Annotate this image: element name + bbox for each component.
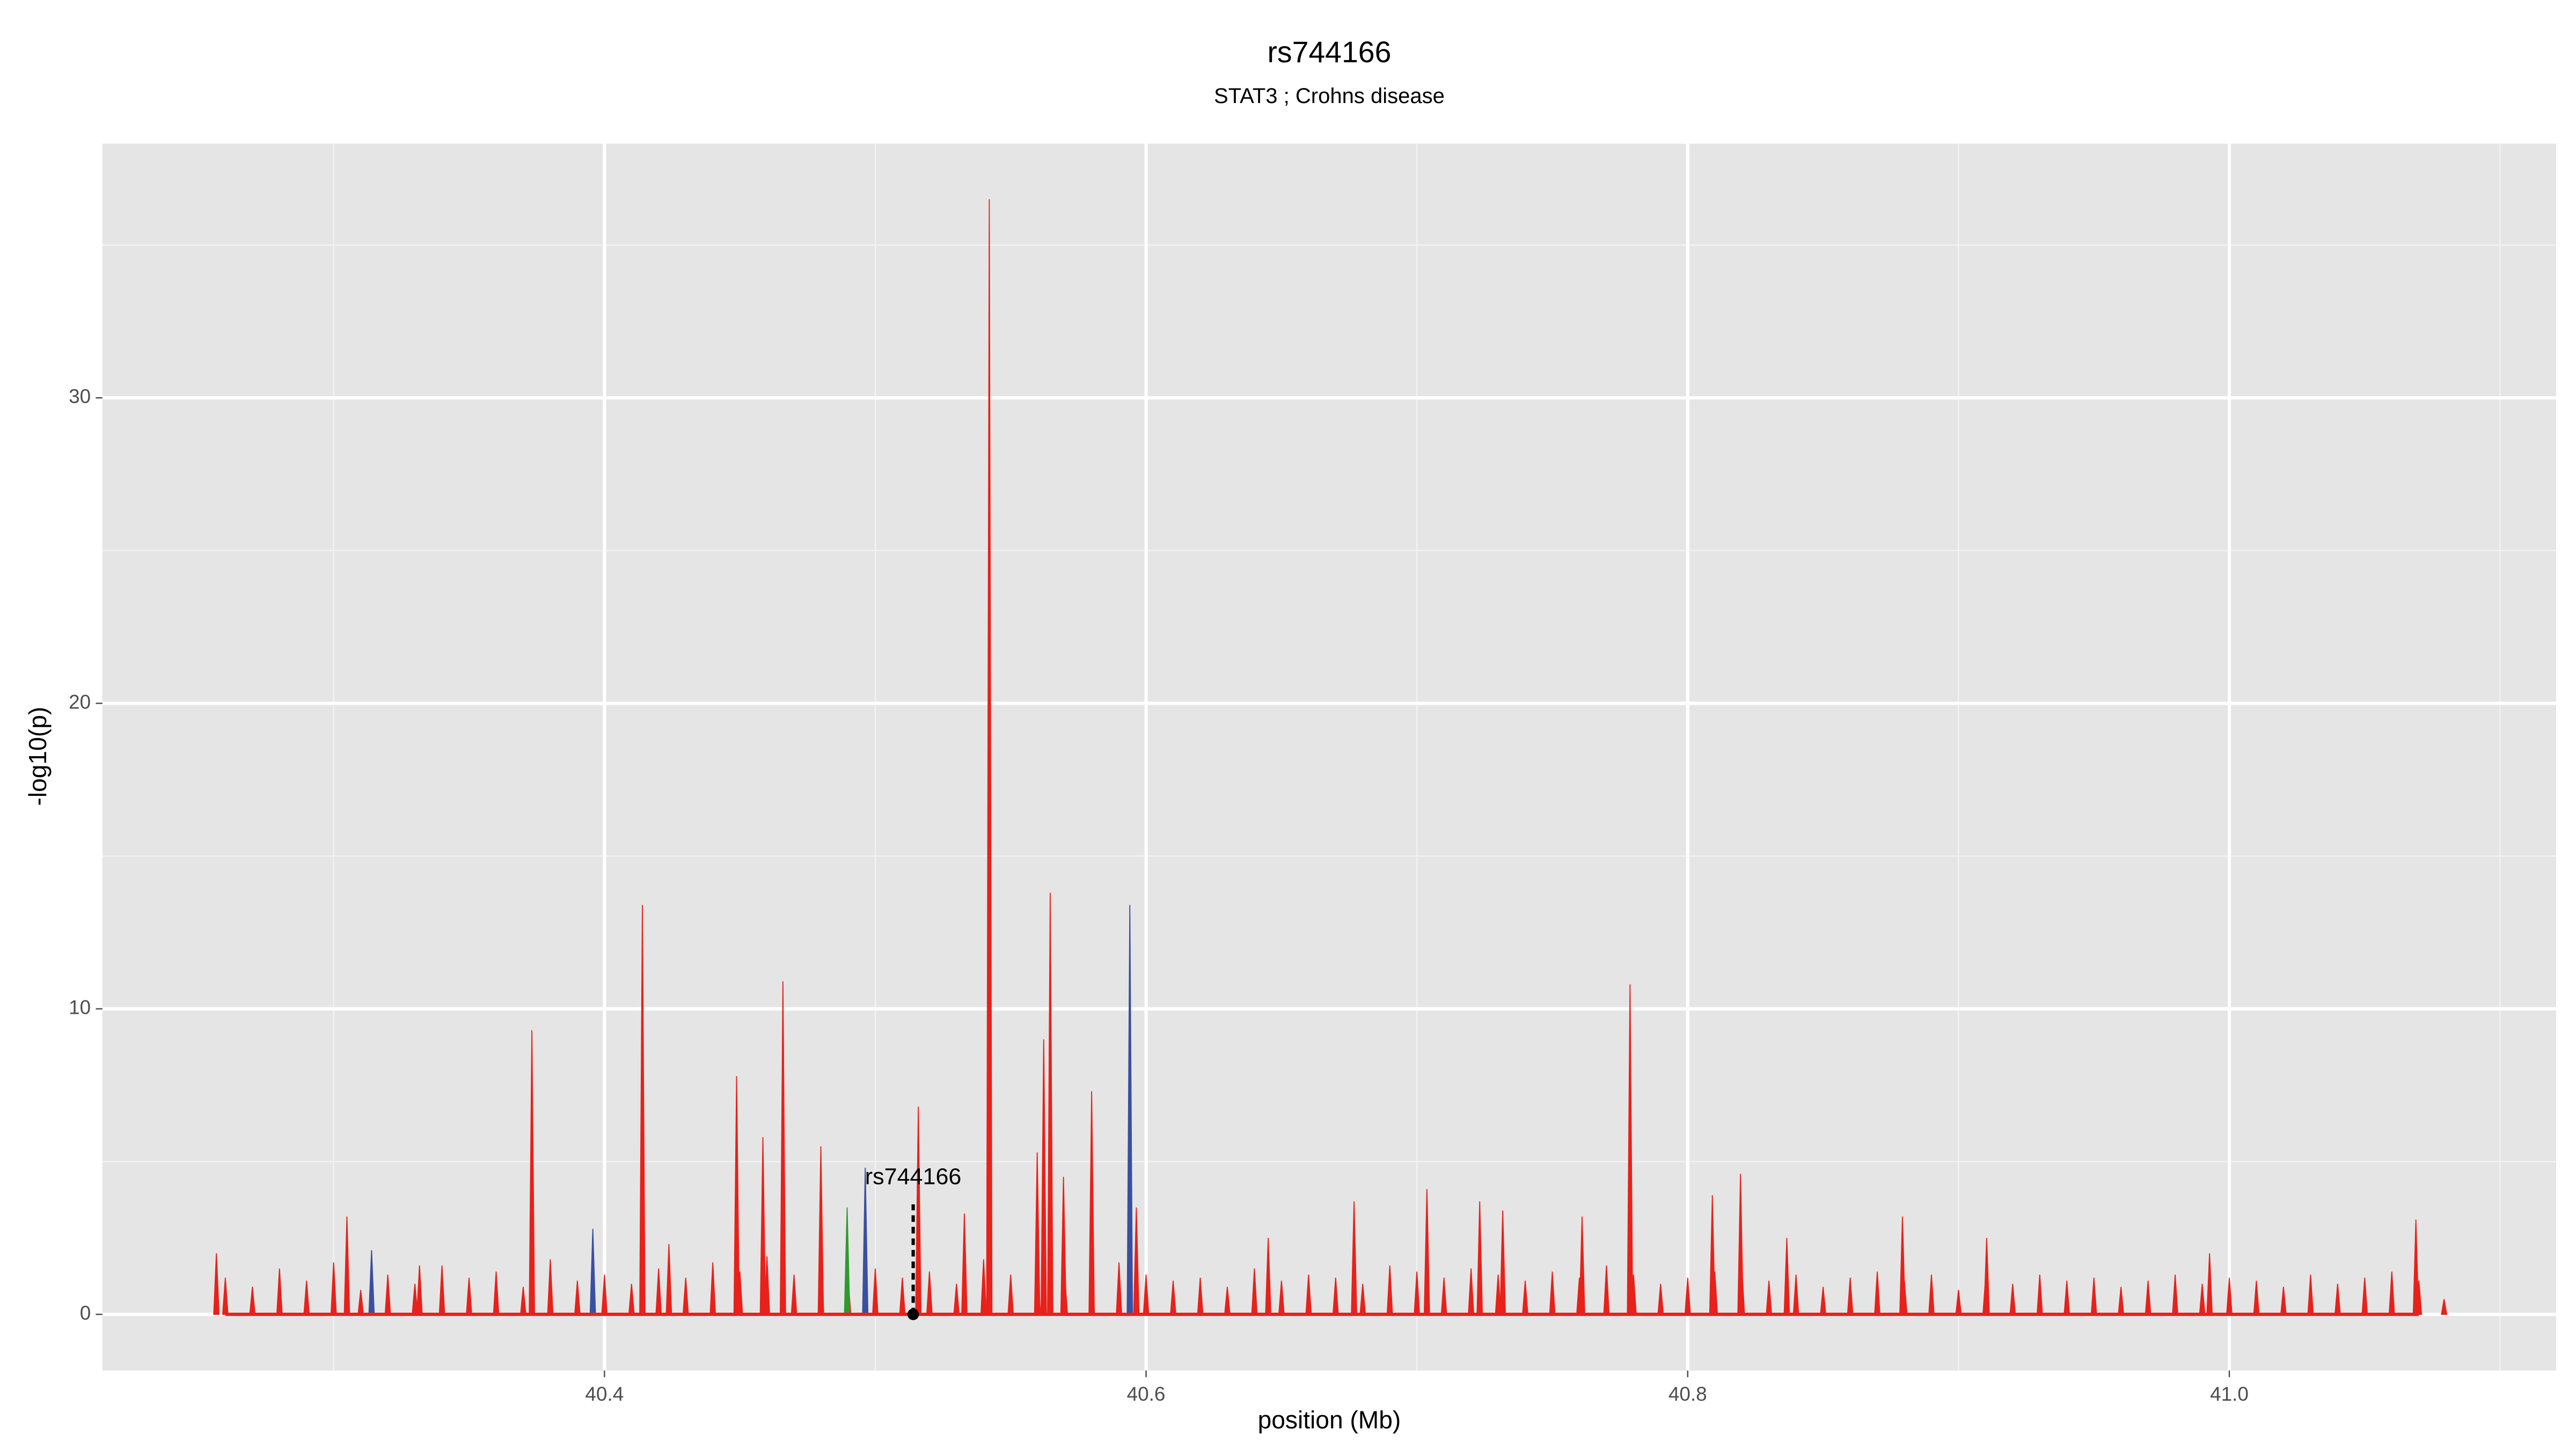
y-tick-label: 10 [69, 997, 91, 1019]
marks [213, 199, 2448, 1320]
y-tick-label: 0 [80, 1302, 91, 1324]
x-tick-label: 40.8 [1668, 1383, 1707, 1405]
annotation-label: rs744166 [865, 1163, 962, 1189]
annotation-point [907, 1308, 919, 1320]
spike [2441, 1299, 2448, 1315]
y-tick-label: 20 [69, 691, 91, 713]
x-axis-label: position (Mb) [1258, 1406, 1401, 1433]
plot-panel [102, 143, 2557, 1371]
chart-title: rs744166 [1267, 35, 1391, 69]
x-tick-label: 41.0 [2210, 1383, 2249, 1405]
x-tick-label: 40.6 [1127, 1383, 1166, 1405]
y-axis-label: -log10(p) [24, 707, 52, 806]
x-tick-label: 40.4 [585, 1383, 624, 1405]
chart-subtitle: STAT3 ; Crohns disease [1214, 84, 1445, 108]
spike [213, 1253, 220, 1315]
y-tick-label: 30 [69, 385, 91, 407]
